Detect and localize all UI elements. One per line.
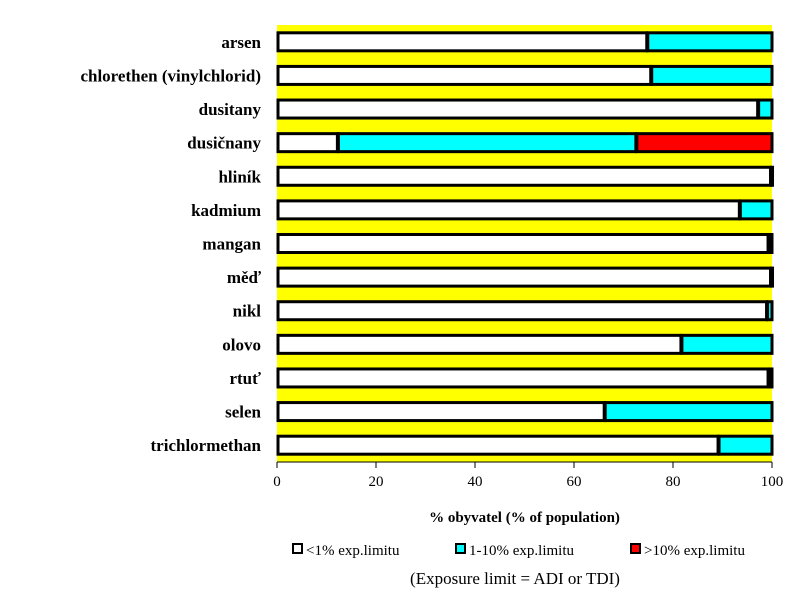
category-label: kadmium [191, 201, 261, 220]
bar-segment-1 [276, 233, 770, 254]
bar-segment-1 [276, 199, 741, 221]
x-tick-label: 0 [273, 474, 281, 490]
bar-segment-2 [650, 64, 774, 86]
bar-segment-1 [276, 434, 720, 456]
bar-segment-1 [276, 64, 653, 86]
category-label: mangan [202, 235, 261, 254]
bar-segment-2 [757, 98, 774, 120]
legend-label-1: <1% exp.limitu [306, 543, 400, 559]
x-axis-title: % obyvatel (% of population) [429, 510, 620, 526]
category-label: dusitany [199, 100, 262, 119]
bar-segment-2 [767, 367, 774, 389]
legend-label-2: 1-10% exp.limitu [469, 543, 574, 559]
bar-segment-2 [336, 132, 638, 154]
legend-swatch-1 [292, 543, 303, 554]
bar-segment-1 [276, 367, 770, 389]
legend-swatch-2 [455, 543, 466, 554]
legend-swatch-3 [630, 543, 641, 554]
category-label: selen [225, 403, 261, 422]
exposure-limit-note: (Exposure limit = ADI or TDI) [410, 569, 620, 588]
bar-segment-2 [646, 31, 774, 53]
bar-segment-2 [680, 333, 774, 355]
bar-segment-1 [276, 266, 773, 288]
x-tick-label: 100 [761, 474, 784, 490]
bar-segment-1 [276, 300, 769, 322]
bar-segment-2 [767, 233, 774, 254]
bar-segment-1 [276, 333, 683, 355]
legend-label-3: >10% exp.limitu [644, 543, 745, 559]
category-label: měď [227, 268, 262, 287]
legend: <1% exp.limitu 1-10% exp.limitu >10% exp.l… [292, 543, 745, 559]
category-label: rtuť [229, 369, 261, 388]
bar-segment-2 [770, 266, 775, 288]
bar-segment-1 [276, 98, 760, 120]
x-tick-label: 80 [666, 474, 681, 490]
bar-segment-1 [276, 132, 339, 154]
x-axis: 0 20 40 60 80 100 [273, 461, 784, 490]
bar-segment-2 [603, 401, 774, 423]
bar-segment-2 [717, 434, 774, 456]
x-tick-label: 20 [369, 474, 384, 490]
category-label: trichlormethan [151, 436, 262, 455]
x-tick-label: 40 [468, 474, 483, 490]
bar-segment-2 [770, 165, 775, 187]
category-label: nikl [233, 302, 262, 321]
bar-segment-3 [635, 132, 774, 154]
bar-segment-1 [276, 165, 773, 187]
category-label: dusičnany [187, 134, 261, 153]
category-label: chlorethen (vinylchlorid) [80, 66, 261, 85]
x-tick-label: 60 [567, 474, 582, 490]
category-label: arsen [221, 33, 261, 52]
bar-segment-1 [276, 401, 606, 423]
category-labels: arsen chlorethen (vinylchlorid) dusitany du… [80, 33, 261, 455]
category-label: olovo [222, 335, 261, 354]
bars-layer [276, 31, 775, 456]
bar-segment-2 [738, 199, 774, 221]
bar-segment-1 [276, 31, 649, 53]
category-label: hliník [218, 167, 261, 186]
bar-segment-2 [766, 300, 774, 322]
